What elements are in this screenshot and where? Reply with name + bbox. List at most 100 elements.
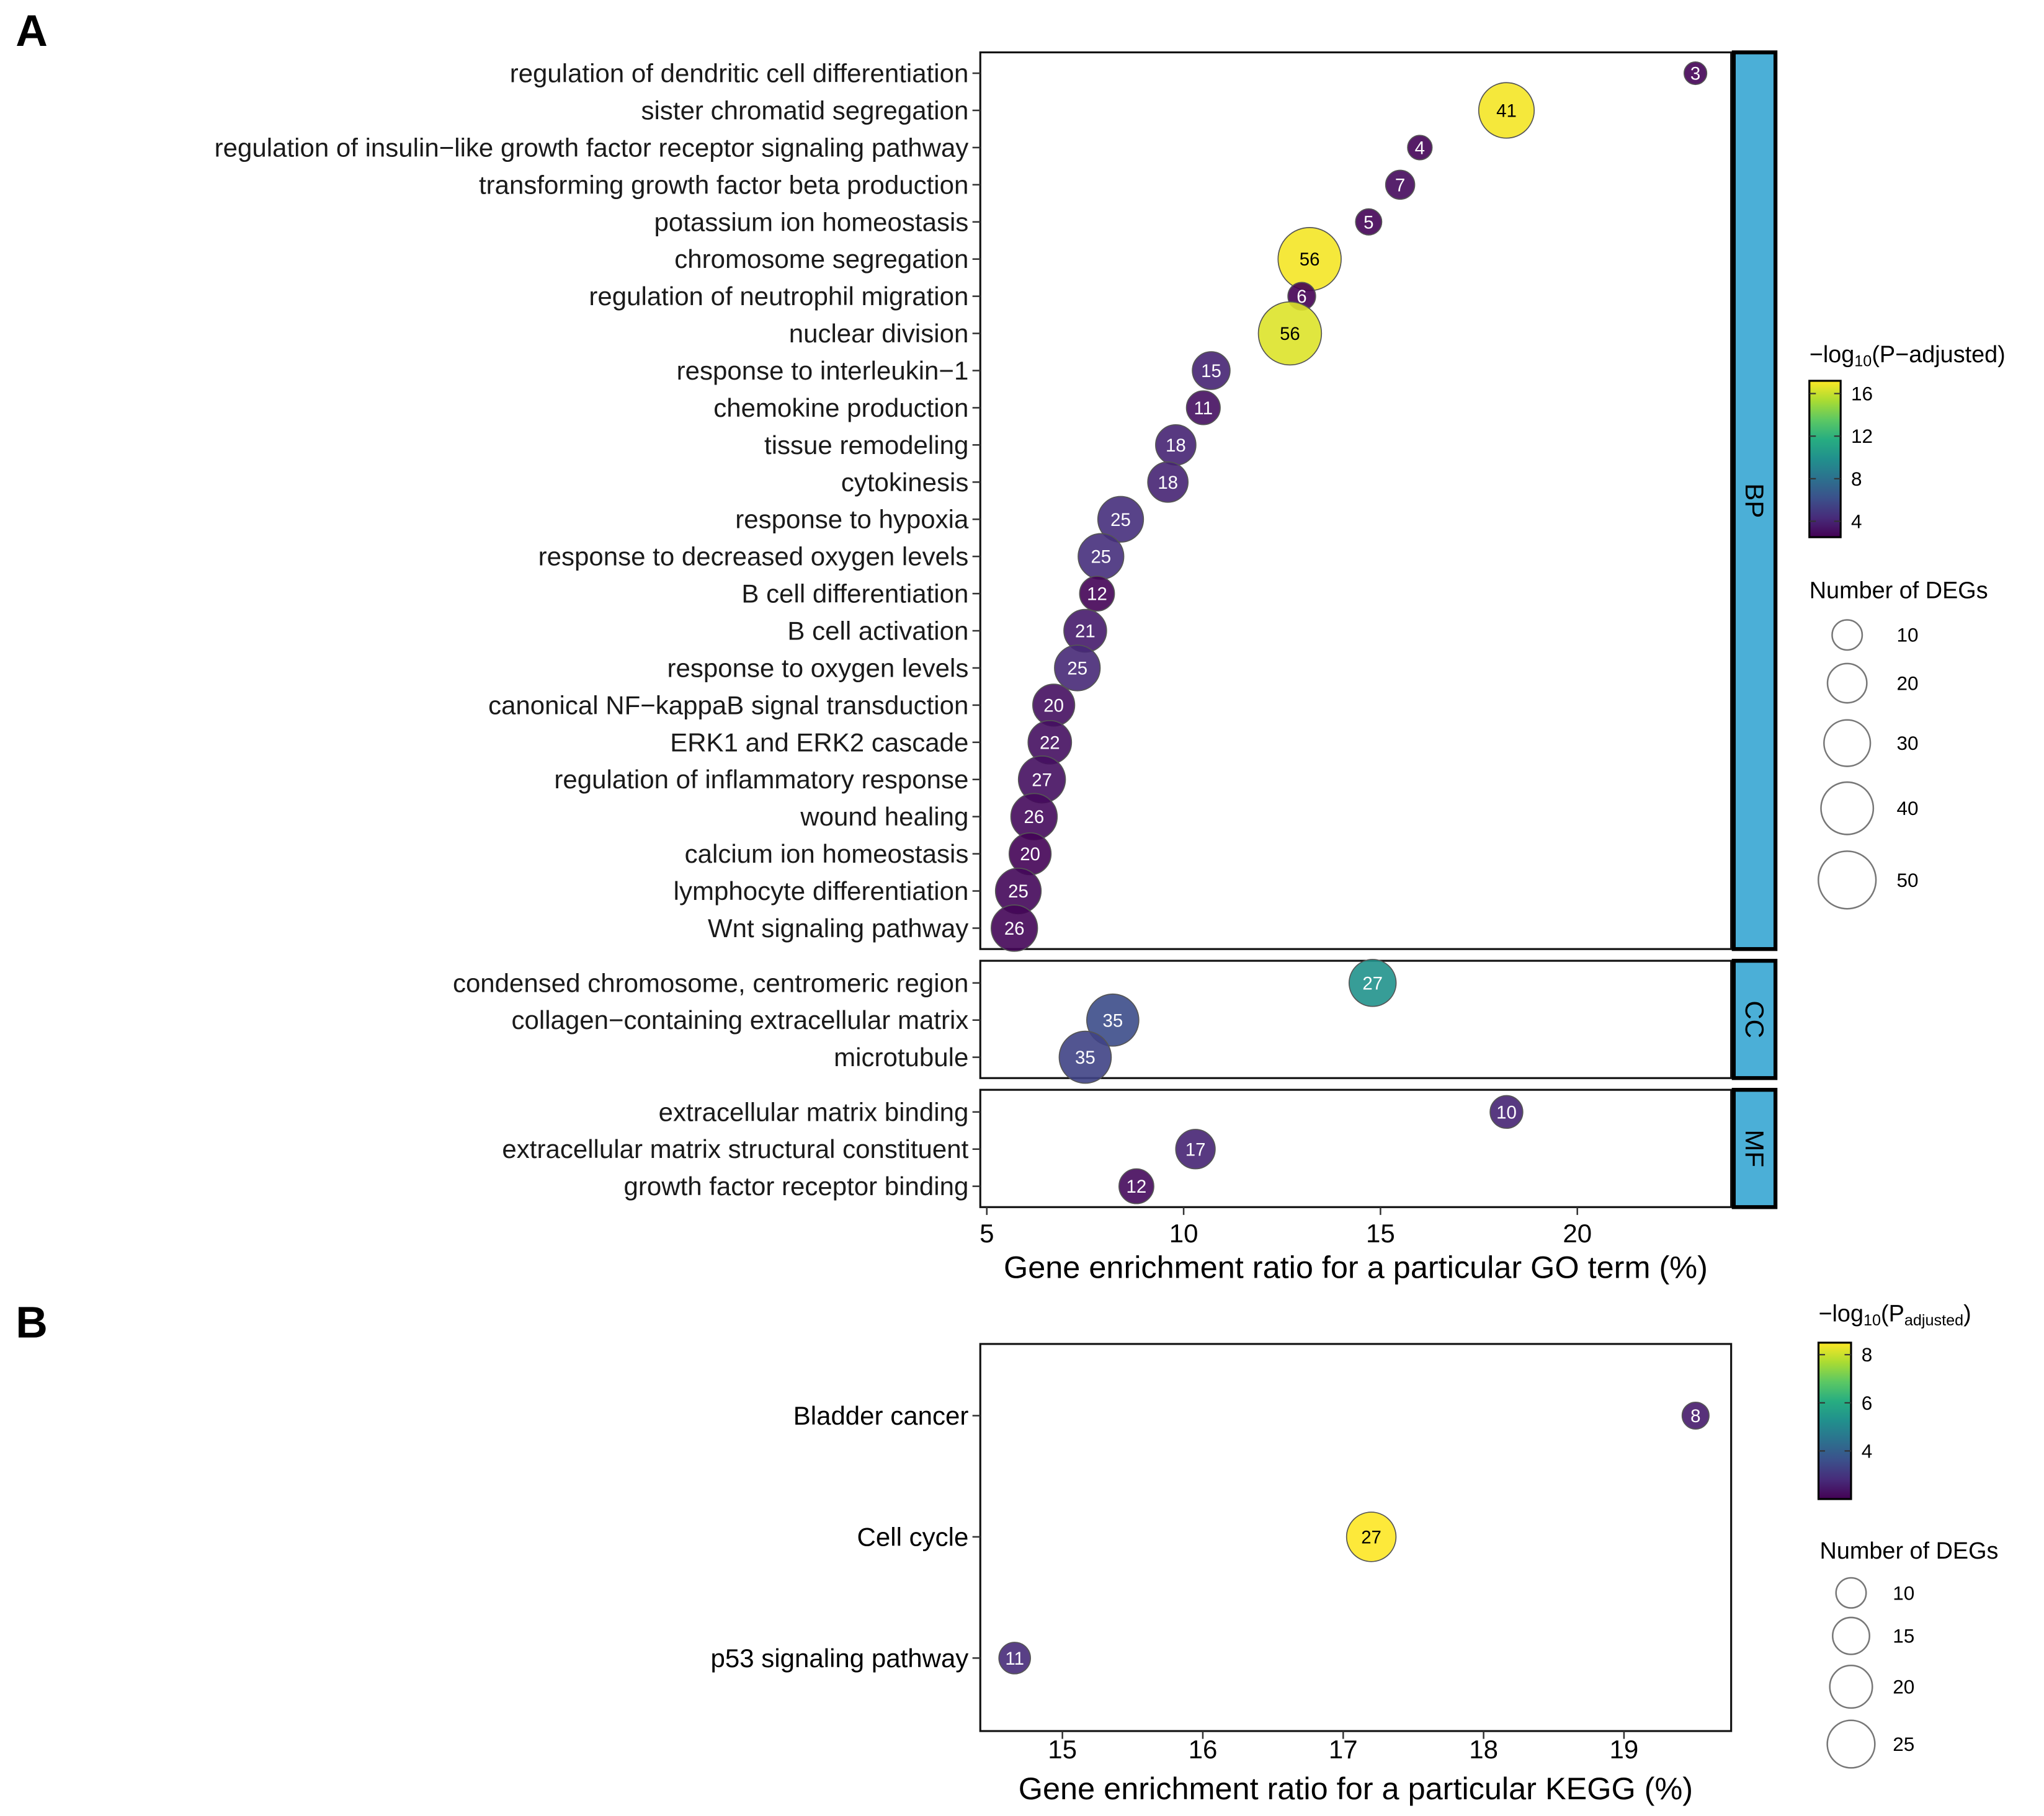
size-legend-circle [1823, 719, 1872, 767]
data-point [1355, 208, 1383, 236]
y-tick-label: extracellular matrix structural constitu… [502, 1134, 968, 1164]
data-point [1185, 390, 1221, 425]
size-legend-circle [1826, 1719, 1876, 1769]
size-legend-circle [1818, 850, 1877, 910]
colorbar-tick-label: 12 [1851, 425, 1873, 447]
y-tick-label: Cell cycle [857, 1522, 969, 1551]
data-label: 11 [1005, 1649, 1024, 1669]
y-tick-label: regulation of dendritic cell differentia… [510, 59, 969, 88]
data-label: 41 [1496, 101, 1517, 122]
data-point [1192, 351, 1231, 390]
x-tick-label: 15 [1048, 1735, 1077, 1764]
size-legend-circle [1826, 662, 1868, 704]
data-point [1681, 1401, 1710, 1430]
data-label: 3 [1690, 64, 1700, 84]
facet-strip-label: MF [1740, 1129, 1769, 1167]
colorbar-tick-label: 16 [1851, 383, 1873, 405]
data-point [1097, 496, 1145, 543]
data-label: 26 [1024, 807, 1045, 827]
x-tick-label: 18 [1469, 1735, 1498, 1764]
panel-label-a: A [16, 6, 48, 56]
data-point [1489, 1095, 1524, 1129]
y-tick-label: extracellular matrix binding [659, 1097, 969, 1126]
data-point [1385, 169, 1416, 200]
data-point [1058, 1030, 1112, 1084]
facet-strip-label: BP [1740, 483, 1769, 518]
data-label: 26 [1004, 919, 1025, 939]
size-legend-label: 50 [1897, 869, 1919, 891]
x-tick-label: 5 [980, 1219, 994, 1248]
y-tick-label: regulation of inflammatory response [554, 765, 968, 794]
color-legend-title: −log10(P−adjusted) [1810, 342, 2006, 370]
y-tick-label: microtubule [834, 1043, 968, 1072]
facet-strip-bp [1731, 50, 1778, 951]
y-tick-label: response to oxygen levels [667, 653, 969, 682]
y-tick-label: regulation of insulin−like growth factor… [215, 133, 969, 162]
data-label: 25 [1067, 659, 1087, 679]
colorbar [1817, 1342, 1852, 1500]
y-tick-label: response to hypoxia [735, 505, 969, 534]
size-legend-circle [1820, 781, 1875, 835]
data-point [1407, 135, 1433, 161]
size-legend-label: 10 [1897, 624, 1919, 646]
x-tick-label: 20 [1563, 1219, 1592, 1248]
data-point [1684, 61, 1708, 86]
size-legend-circle [1835, 1577, 1867, 1609]
facet-panel-mf [979, 1088, 1733, 1208]
data-label: 56 [1300, 249, 1320, 270]
data-label: 17 [1185, 1139, 1206, 1160]
y-tick-label: regulation of neutrophil migration [589, 282, 968, 311]
size-legend-label: 15 [1893, 1625, 1914, 1647]
y-tick-label: B cell differentiation [741, 579, 968, 608]
y-tick-label: transforming growth factor beta producti… [479, 170, 968, 199]
data-point [998, 1642, 1031, 1675]
facet-strip-cc [1731, 958, 1778, 1080]
y-tick-label: Wnt signaling pathway [708, 914, 968, 943]
data-label: 35 [1102, 1010, 1123, 1031]
data-point [1086, 993, 1140, 1047]
y-tick-label: condensed chromosome, centromeric region [453, 968, 968, 997]
y-tick-label: response to interleukin−1 [677, 356, 969, 385]
x-tick-label: 16 [1189, 1735, 1218, 1764]
data-label: 27 [1361, 1527, 1381, 1547]
y-tick-label: nuclear division [789, 319, 969, 348]
data-label: 15 [1201, 361, 1221, 381]
size-legend-label: 20 [1897, 672, 1919, 695]
data-label: 25 [1110, 510, 1131, 530]
y-tick-label: tissue remodeling [764, 430, 968, 460]
facet-strip-mf [1731, 1087, 1778, 1209]
data-point [991, 904, 1038, 952]
data-point [1257, 301, 1323, 366]
data-point [1054, 644, 1101, 692]
y-tick-label: sister chromatid segregation [641, 96, 969, 125]
size-legend-label: 40 [1897, 797, 1919, 819]
data-label: 56 [1280, 324, 1300, 344]
data-label: 20 [1043, 695, 1064, 716]
data-label: 27 [1362, 973, 1383, 994]
data-point [1147, 461, 1189, 503]
data-point [1118, 1168, 1154, 1204]
y-tick-label: calcium ion homeostasis [685, 839, 969, 868]
colorbar-tick-label: 6 [1862, 1392, 1873, 1414]
data-point [1175, 1129, 1216, 1170]
x-axis-title: Gene enrichment ratio for a particular G… [1004, 1249, 1708, 1284]
plot-layer: BP regulation of dendritic cell different… [215, 50, 2006, 1806]
size-legend-label: 10 [1893, 1582, 1914, 1604]
data-label: 35 [1075, 1048, 1096, 1068]
facet-strip-label: CC [1740, 1000, 1769, 1038]
size-legend-circle [1829, 1665, 1873, 1709]
panel-label-b: B [16, 1297, 48, 1347]
y-tick-label: cytokinesis [841, 468, 968, 497]
data-point [1348, 959, 1397, 1007]
data-label: 8 [1690, 1406, 1700, 1427]
y-tick-label: canonical NF−kappaB signal transduction [488, 690, 968, 719]
size-legend-title: Number of DEGs [1820, 1538, 1999, 1564]
x-axis-title: Gene enrichment ratio for a particular K… [1019, 1771, 1693, 1806]
size-legend-title: Number of DEGs [1810, 577, 1988, 603]
y-tick-label: ERK1 and ERK2 cascade [670, 728, 968, 757]
facet-panel-bp [979, 51, 1733, 950]
size-legend-circle [1831, 619, 1863, 651]
colorbar-tick-label: 8 [1851, 468, 1862, 490]
data-label: 4 [1415, 138, 1425, 158]
y-tick-label: potassium ion homeostasis [654, 207, 969, 236]
